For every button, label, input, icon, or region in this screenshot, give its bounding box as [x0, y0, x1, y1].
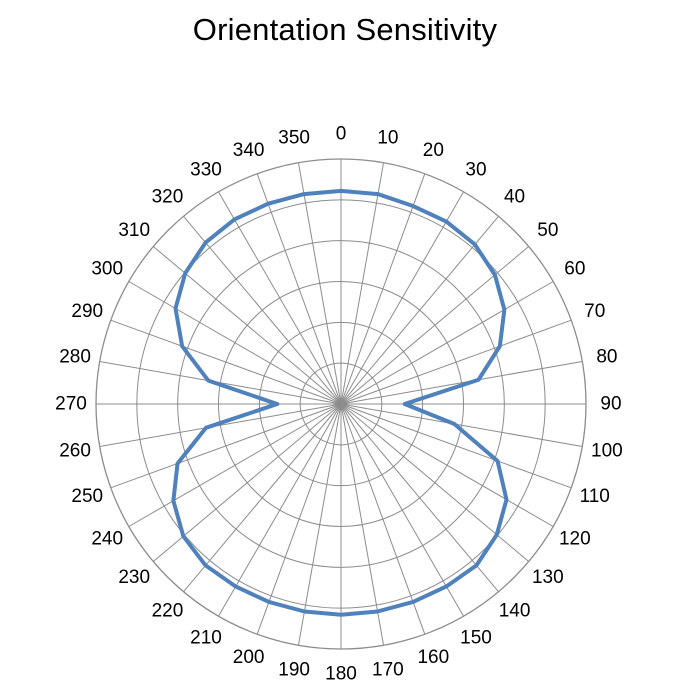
- angle-tick-label: 300: [91, 259, 123, 280]
- grid-spoke: [128, 403, 342, 527]
- grid-spoke: [218, 191, 342, 405]
- grid-spoke: [340, 246, 530, 405]
- angle-tick-label: 140: [499, 600, 531, 621]
- grid-spoke: [128, 281, 342, 405]
- angle-tick-label: 190: [278, 659, 310, 680]
- grid-spoke: [297, 403, 342, 646]
- grid-spoke: [340, 319, 572, 405]
- grid-spoke: [340, 403, 583, 448]
- angle-tick-label: 20: [423, 140, 444, 161]
- grid-spoke: [256, 403, 342, 635]
- series-area: [171, 188, 509, 617]
- angle-tick-label: 310: [118, 220, 150, 241]
- grid-spoke: [340, 360, 583, 405]
- grid-spoke: [340, 215, 499, 405]
- angle-tick-label: 290: [71, 301, 103, 322]
- angle-tick-label: 80: [596, 347, 617, 368]
- angle-tick-label: 40: [504, 187, 525, 208]
- angle-tick-label: 100: [591, 440, 623, 461]
- grid-spoke: [340, 281, 554, 405]
- grid-spoke: [99, 403, 342, 448]
- angle-tick-label: 260: [59, 440, 91, 461]
- angle-tick-label: 330: [190, 160, 222, 181]
- angle-tick-label: 180: [325, 664, 357, 685]
- angle-tick-label: 60: [564, 259, 585, 280]
- grid-spoke: [340, 173, 426, 405]
- angle-tick-label: 50: [537, 220, 558, 241]
- angle-tick-label: 130: [532, 567, 564, 588]
- grid-spoke: [183, 215, 342, 405]
- grid-spoke: [340, 403, 499, 593]
- angle-tick-label: 70: [584, 301, 605, 322]
- grid-spoke: [110, 403, 342, 489]
- grid-spoke: [218, 403, 342, 617]
- angle-tick-label: 160: [417, 647, 449, 668]
- angle-tick-label: 120: [559, 529, 591, 550]
- grid-spoke: [340, 162, 385, 405]
- angle-tick-label: 200: [233, 647, 265, 668]
- grid-spoke: [340, 403, 572, 489]
- grid-spoke: [340, 403, 464, 617]
- grid-spoke: [340, 191, 464, 405]
- chart-title: Orientation Sensitivity: [192, 12, 498, 47]
- angle-tick-label: 150: [460, 627, 492, 648]
- angle-tick-label: 110: [580, 486, 610, 507]
- grid-spoke: [183, 403, 342, 593]
- angle-tick-label: 280: [59, 347, 91, 368]
- angle-tick-label: 320: [152, 187, 184, 208]
- grid-spoke: [340, 403, 385, 646]
- angle-tick-label: 350: [278, 128, 310, 149]
- grid-spoke: [340, 403, 426, 635]
- grid-spoke: [256, 173, 342, 405]
- grid-spoke: [340, 403, 554, 527]
- angle-tick-label: 210: [190, 627, 222, 648]
- angle-tick-label: 340: [233, 140, 265, 161]
- grid-spoke: [110, 319, 342, 405]
- angle-tick-label: 30: [465, 160, 486, 181]
- grid-spoke: [297, 162, 342, 405]
- angle-tick-label: 10: [377, 128, 398, 149]
- angle-tick-label: 170: [372, 659, 404, 680]
- angle-tick-label: 0: [336, 124, 347, 145]
- angle-tick-label: 230: [118, 567, 150, 588]
- angle-tick-label: 250: [71, 486, 103, 507]
- angle-tick-label: 240: [91, 529, 123, 550]
- angle-tick-label: 90: [600, 394, 621, 415]
- polar-grid: [95, 158, 587, 650]
- angle-tick-label: 220: [152, 600, 184, 621]
- angle-tick-label: 270: [55, 394, 87, 415]
